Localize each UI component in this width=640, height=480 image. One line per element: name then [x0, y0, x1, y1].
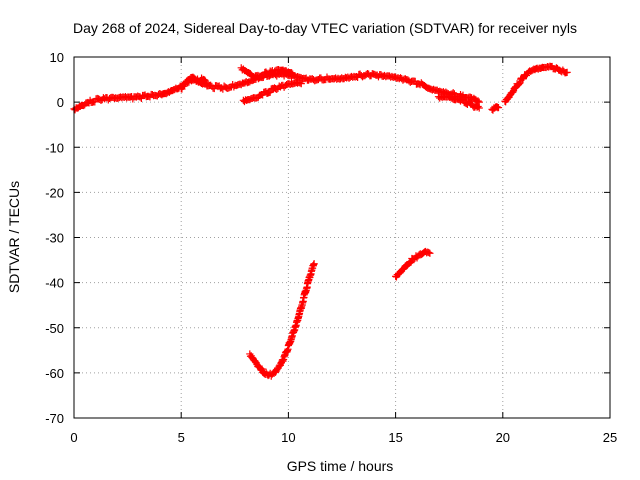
- data-point: [297, 80, 305, 88]
- y-tick-label: -50: [45, 321, 64, 336]
- x-tick-label: 15: [388, 430, 402, 445]
- y-tick-label: -30: [45, 231, 64, 246]
- chart-title: Day 268 of 2024, Sidereal Day-to-day VTE…: [73, 20, 577, 36]
- data-point: [563, 68, 571, 76]
- grid: [74, 57, 610, 418]
- x-tick-label: 25: [603, 430, 617, 445]
- data-point: [289, 70, 297, 78]
- data-point: [266, 88, 274, 96]
- data-point: [310, 260, 318, 268]
- y-tick-label: -40: [45, 276, 64, 291]
- data-point: [202, 79, 210, 87]
- data-point: [203, 80, 211, 88]
- x-tick-label: 10: [281, 430, 295, 445]
- axis-ticks: 0 5 10 15 20 25 -70 -60 -50 -40 -30 -20 -10 0 10: [45, 50, 617, 445]
- data-point: [515, 79, 523, 88]
- x-tick-label: 5: [178, 430, 185, 445]
- y-tick-label: -70: [45, 411, 64, 426]
- y-axis-label: SDTVAR / TECUs: [6, 181, 22, 293]
- y-tick-label: 10: [50, 50, 64, 65]
- data-point: [516, 79, 524, 87]
- y-tick-label: -10: [45, 140, 64, 155]
- data-point: [494, 103, 503, 112]
- y-tick-label: 0: [57, 95, 64, 110]
- y-tick-label: -60: [45, 366, 64, 381]
- x-axis-label: GPS time / hours: [287, 458, 394, 474]
- data-points: [70, 62, 571, 380]
- plot-frame: [73, 56, 611, 419]
- data-point: [475, 104, 483, 112]
- data-point: [296, 79, 304, 87]
- data-point: [426, 249, 434, 257]
- x-tick-label: 0: [70, 430, 77, 445]
- data-point: [425, 248, 433, 257]
- y-tick-label: -20: [45, 185, 64, 200]
- x-tick-label: 20: [496, 430, 510, 445]
- data-point: [258, 365, 266, 373]
- data-point: [475, 98, 483, 106]
